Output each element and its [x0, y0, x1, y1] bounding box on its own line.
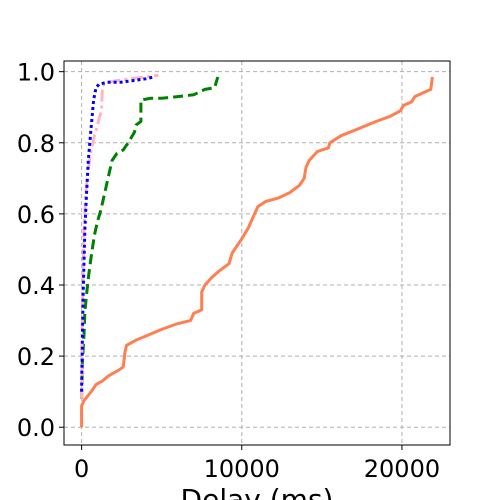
y-tick-label: 0.2	[17, 343, 55, 371]
y-tick-label: 1.0	[17, 59, 55, 87]
series-line-4	[80, 75, 155, 392]
series-line-3	[80, 73, 159, 399]
grid-lines	[64, 61, 450, 445]
series-line-1	[80, 76, 434, 428]
x-tick-label: 20000	[364, 455, 440, 483]
y-tick-label: 0.6	[17, 201, 55, 229]
x-tick-label: 10000	[204, 455, 280, 483]
x-axis-label: Delay (ms)	[181, 483, 334, 500]
x-tick-label: 0	[74, 455, 89, 483]
axis-ticks: 0 10000 20000 0.0 0.2 0.4 0.6 0.8 1.0	[17, 59, 440, 483]
series-lines	[80, 73, 434, 428]
series-line-2	[80, 76, 220, 399]
y-tick-label: 0.0	[17, 414, 55, 442]
y-tick-label: 0.4	[17, 272, 55, 300]
plot-frame	[63, 60, 451, 446]
y-tick-label: 0.8	[17, 130, 55, 158]
